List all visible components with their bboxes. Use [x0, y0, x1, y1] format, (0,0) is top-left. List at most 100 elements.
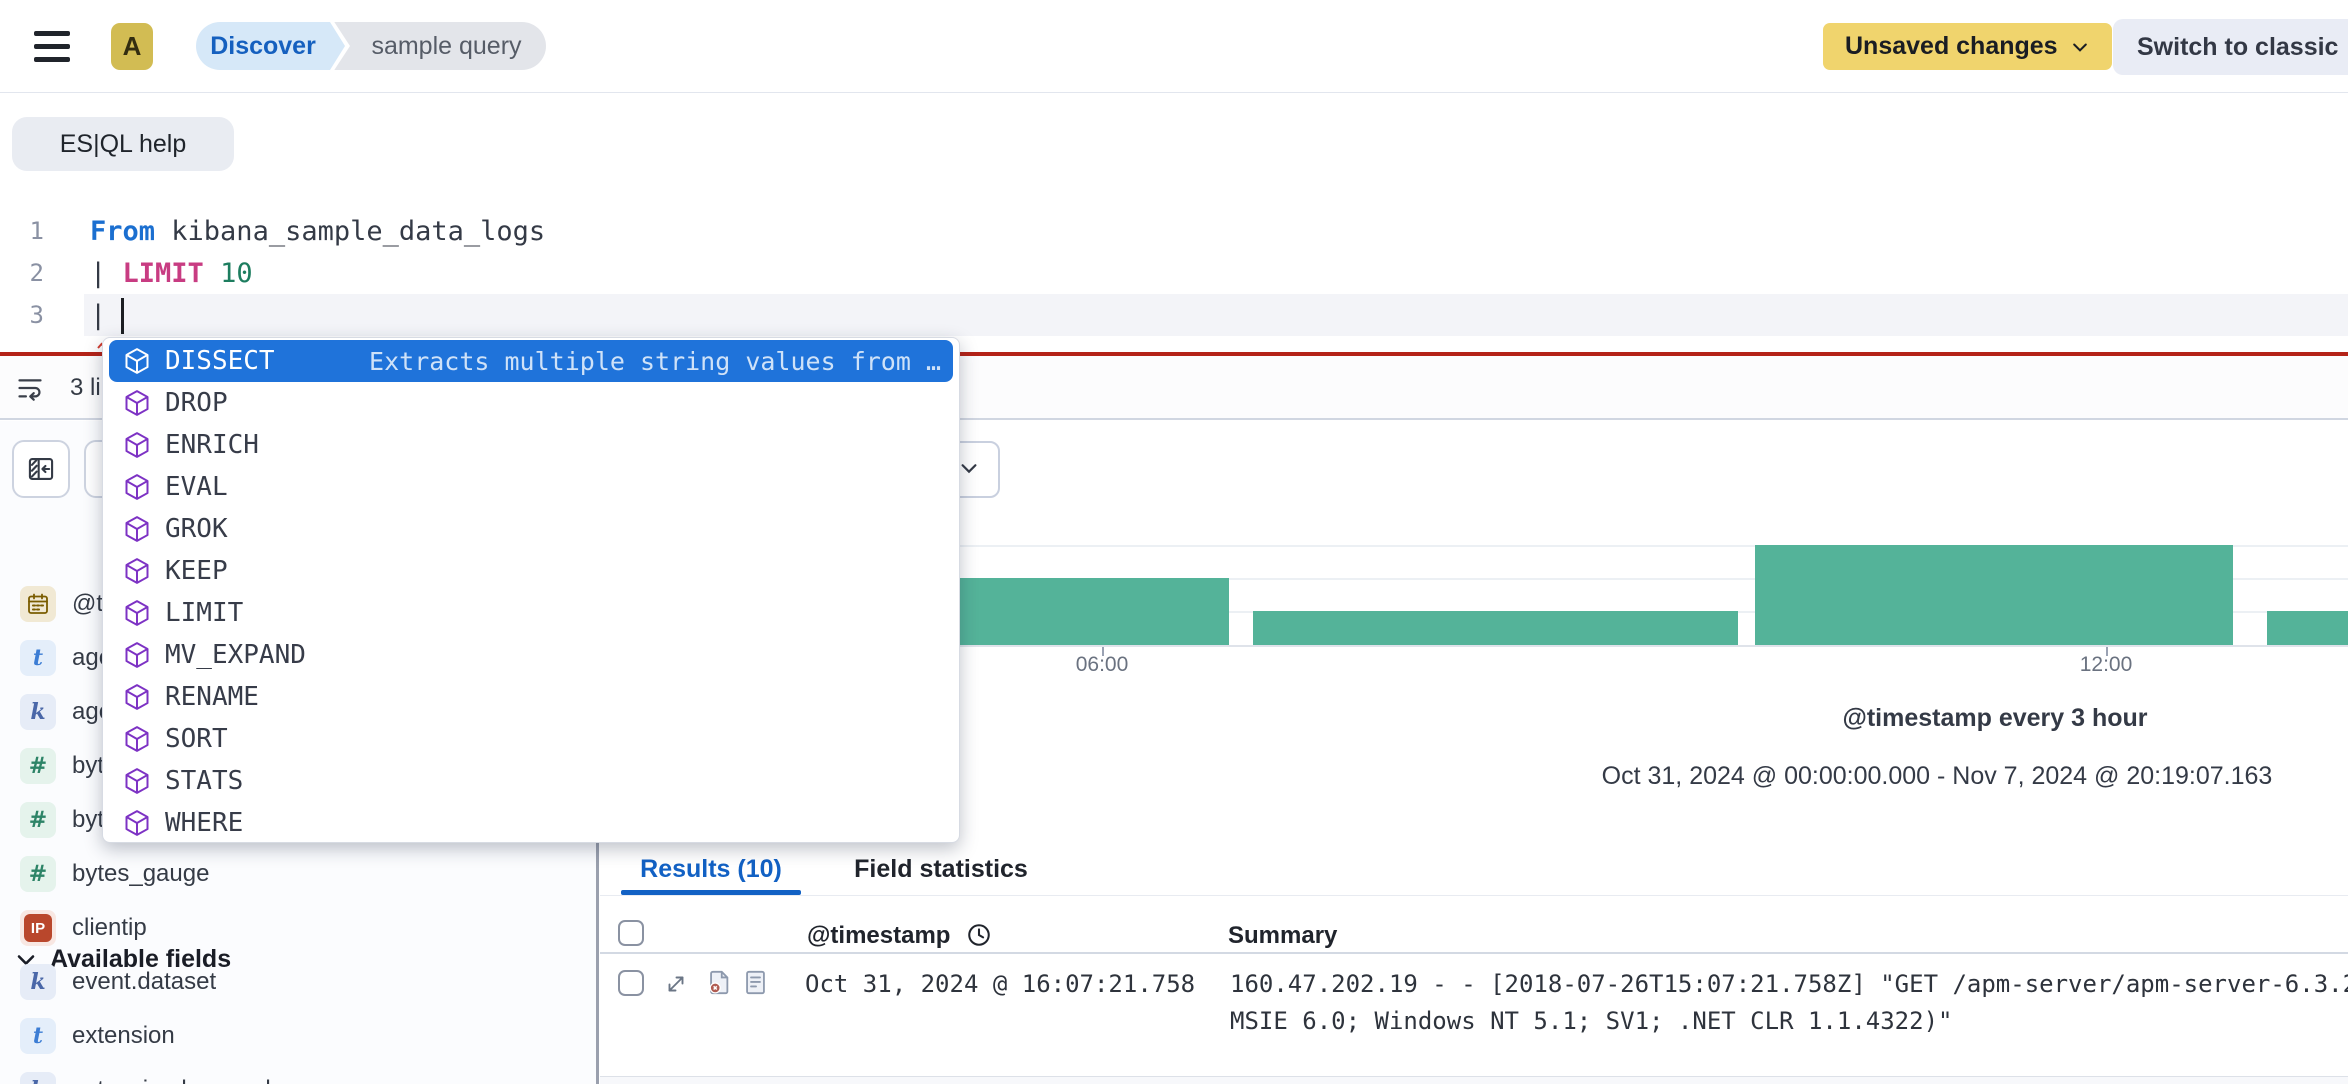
text-field-icon: t — [20, 640, 56, 676]
autocomplete-item-label: WHERE — [165, 808, 244, 838]
command-cube-icon — [123, 767, 151, 795]
autocomplete-item-grok[interactable]: GROK — [109, 508, 953, 550]
autocomplete-item-drop[interactable]: DROP — [109, 382, 953, 424]
breadcrumb-page-title: sample query — [333, 22, 546, 70]
autocomplete-item-stats[interactable]: STATS — [109, 760, 953, 802]
autocomplete-item-label: LIMIT — [165, 598, 244, 628]
keyword-field-icon: k — [20, 694, 56, 730]
code-token: 10 — [220, 257, 253, 289]
chart-title: @timestamp every 3 hour — [1842, 704, 2148, 732]
line-number: 2 — [29, 259, 44, 287]
autocomplete-item-where[interactable]: WHERE — [109, 802, 953, 844]
command-cube-icon — [123, 725, 151, 753]
collapse-sidebar-button[interactable] — [12, 440, 70, 498]
field-item-extension[interactable]: t extension — [0, 1009, 597, 1063]
autocomplete-item-mv_expand[interactable]: MV_EXPAND — [109, 634, 953, 676]
code-line-1[interactable]: 1 From kibana_sample_data_logs — [0, 210, 2348, 252]
esql-help-button[interactable]: ES|QL help — [12, 117, 234, 171]
code-line-2[interactable]: 2 | LIMIT 10 — [0, 252, 2348, 294]
autocomplete-item-description: Extracts multiple string values from … — [369, 346, 941, 376]
keyword-field-icon: k — [20, 1072, 56, 1084]
autocomplete-dropdown: DISSECT Extracts multiple string values f… — [102, 337, 960, 843]
breadcrumb-arrow — [330, 22, 345, 70]
histogram-bar-2[interactable] — [1755, 545, 2233, 645]
field-label: clientip — [72, 914, 147, 941]
command-cube-icon — [123, 431, 151, 459]
degraded-doc-icon[interactable] — [706, 969, 733, 996]
clock-icon — [968, 924, 990, 946]
autocomplete-item-limit[interactable]: LIMIT — [109, 592, 953, 634]
autocomplete-item-keep[interactable]: KEEP — [109, 550, 953, 592]
row-checkbox[interactable] — [618, 970, 644, 996]
histogram-bar-1[interactable] — [1253, 611, 1738, 645]
unsaved-changes-button[interactable]: Unsaved changes — [1823, 23, 2112, 70]
code-token: | — [90, 299, 107, 331]
command-cube-icon — [123, 473, 151, 501]
next-row-stripe — [600, 1077, 2348, 1084]
command-cube-icon — [123, 683, 151, 711]
word-wrap-icon[interactable] — [16, 374, 44, 402]
code-line-3[interactable]: 3 | — [0, 294, 2348, 336]
editor-error-border — [0, 352, 2348, 356]
x-axis-tick-label: 12:00 — [2079, 653, 2133, 676]
column-header-summary[interactable]: Summary — [1228, 922, 1338, 949]
available-fields-label: Available fields — [50, 945, 232, 973]
command-cube-icon — [123, 347, 151, 375]
autocomplete-item-label: MV_EXPAND — [165, 640, 306, 670]
ip-field-icon: IP — [20, 910, 56, 946]
number-field-icon: # — [20, 802, 56, 838]
space-avatar[interactable]: A — [111, 23, 153, 70]
autocomplete-item-rename[interactable]: RENAME — [109, 676, 953, 718]
cell-summary-line2: MSIE 6.0; Windows NT 5.1; SV1; .NET CLR … — [1230, 1007, 1953, 1035]
chevron-down-icon — [17, 954, 35, 965]
autocomplete-item-label: SORT — [165, 724, 228, 754]
x-axis-tick — [2106, 645, 2108, 656]
tab-results[interactable]: Results (10) — [640, 854, 782, 883]
command-cube-icon — [123, 809, 151, 837]
autocomplete-item-label: STATS — [165, 766, 244, 796]
tab-field-statistics[interactable]: Field statistics — [854, 854, 1028, 883]
chevron-down-icon — [2072, 43, 2087, 52]
autocomplete-item-label: EVAL — [165, 472, 228, 502]
switch-to-classic-button[interactable]: Switch to classic — [2113, 19, 2348, 75]
code-token — [204, 258, 220, 289]
field-item-bytes-gauge[interactable]: # bytes_gauge — [0, 847, 597, 901]
autocomplete-item-label: KEEP — [165, 556, 228, 586]
cell-summary-line1: 160.47.202.19 - - [2018-07-26T15:07:21.7… — [1230, 970, 2348, 998]
expand-row-icon[interactable] — [664, 972, 688, 996]
code-token: From — [90, 215, 156, 247]
field-item-event-dataset[interactable]: k event.dataset — [0, 955, 597, 1009]
autocomplete-item-label: RENAME — [165, 682, 259, 712]
autocomplete-item-label: ENRICH — [165, 430, 259, 460]
available-fields-header[interactable]: Available fields — [14, 945, 231, 974]
view-details-doc-icon[interactable] — [742, 969, 769, 996]
autocomplete-item-label: DROP — [165, 388, 228, 418]
autocomplete-item-sort[interactable]: SORT — [109, 718, 953, 760]
chart-gridline — [612, 545, 2348, 547]
field-label: bytes_gauge — [72, 860, 210, 887]
x-axis-tick — [1102, 645, 1104, 656]
line-number: 1 — [29, 217, 44, 245]
autocomplete-item-eval[interactable]: EVAL — [109, 466, 953, 508]
date-field-icon — [20, 586, 56, 622]
breadcrumb-discover[interactable]: Discover — [196, 22, 330, 70]
field-item-extension-keyword[interactable]: k extension.keyword — [0, 1063, 597, 1084]
histogram-bar-3[interactable] — [2267, 611, 2348, 645]
command-cube-icon — [123, 557, 151, 585]
command-cube-icon — [123, 515, 151, 543]
tabs-divider — [600, 895, 2348, 896]
code-token: kibana_sample_data_logs — [155, 215, 546, 247]
column-header-timestamp[interactable]: @timestamp — [807, 922, 951, 949]
autocomplete-item-dissect[interactable]: DISSECT Extracts multiple string values f… — [109, 340, 953, 382]
line-number: 3 — [29, 301, 44, 329]
chart-gridline — [612, 578, 2348, 580]
text-cursor — [121, 298, 124, 334]
text-field-icon: t — [20, 1018, 56, 1054]
field-label: extension — [72, 1022, 175, 1049]
active-tab-underline — [621, 890, 801, 895]
chart-time-range: Oct 31, 2024 @ 00:00:00.000 - Nov 7, 202… — [1601, 762, 2273, 790]
select-all-checkbox[interactable] — [618, 920, 644, 946]
autocomplete-item-enrich[interactable]: ENRICH — [109, 424, 953, 466]
menu-icon[interactable] — [34, 31, 70, 62]
field-item-clientip[interactable]: IP clientip — [0, 901, 597, 955]
